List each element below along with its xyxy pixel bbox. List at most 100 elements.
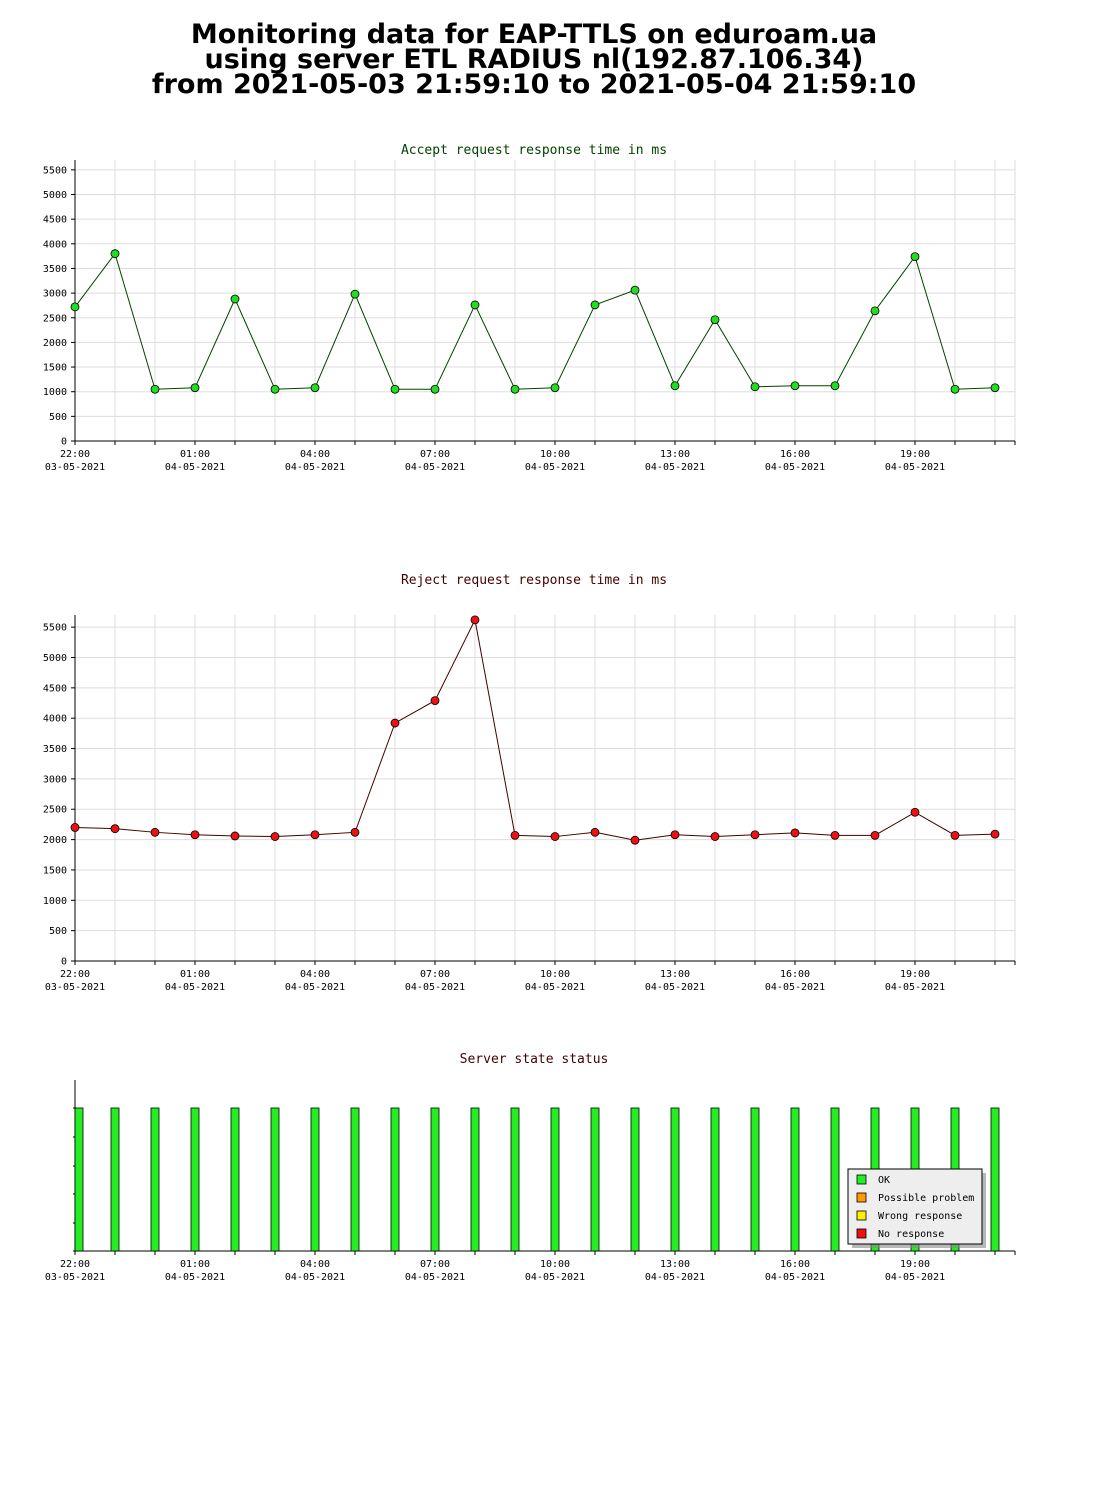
x-tick-label-date: 04-05-2021 [285,982,345,993]
status-bar [750,1107,760,1252]
x-tick-label-time: 07:00 [420,1259,450,1270]
x-tick-label-time: 01:00 [180,449,210,460]
data-point [190,830,200,840]
x-tick-label-time: 22:00 [60,1259,90,1270]
data-point [150,827,160,837]
x-tick-label-date: 04-05-2021 [645,1272,705,1283]
y-tick-label: 2500 [43,805,67,816]
status-bar [510,1107,520,1252]
y-tick-label: 2500 [43,313,67,324]
x-tick-label-date: 04-05-2021 [885,982,945,993]
data-point [270,832,280,841]
x-tick-label-time: 13:00 [660,1259,690,1270]
x-tick-label-time: 13:00 [660,449,690,460]
x-tick-label-date: 04-05-2021 [165,982,225,993]
x-tick-label-date: 04-05-2021 [165,462,225,473]
x-tick-label-time: 10:00 [540,1259,570,1270]
status-bar [230,1107,240,1252]
y-tick-label: 5000 [43,653,67,664]
status-bar [190,1107,200,1252]
data-point [830,830,840,840]
data-point [550,383,560,393]
data-point [710,832,720,841]
x-tick-label-date: 03-05-2021 [45,982,105,993]
legend-label: OK [878,1175,890,1186]
y-tick-label: 2000 [43,835,67,846]
y-tick-label: 0 [61,437,67,448]
data-point [630,285,640,295]
x-tick-label-time: 07:00 [420,449,450,460]
data-point [430,384,440,394]
x-tick-label-time: 10:00 [540,969,570,980]
data-point [150,384,160,394]
status-bar [390,1107,400,1252]
y-tick-label: 0 [61,957,67,968]
legend-label: No response [878,1229,944,1240]
y-tick-label: 4500 [43,215,67,226]
data-point [190,383,200,393]
x-tick-label-time: 10:00 [540,449,570,460]
x-tick-label-time: 04:00 [300,1259,330,1270]
x-tick-label-date: 04-05-2021 [405,1272,465,1283]
x-tick-label-time: 07:00 [420,969,450,980]
x-tick-label-time: 16:00 [780,449,810,460]
y-tick-label: 3000 [43,289,67,300]
status-bar [150,1107,160,1252]
legend: OK Possible problem Wrong response No respo… [847,1168,986,1248]
data-point [790,381,800,391]
chart-title: Reject request response time in ms [401,573,667,588]
x-tick-label-time: 16:00 [780,1259,810,1270]
data-point [310,383,320,393]
legend-label: Wrong response [878,1211,962,1222]
x-tick-label-date: 04-05-2021 [885,462,945,473]
status-bar [310,1107,320,1252]
x-tick-label-date: 04-05-2021 [285,462,345,473]
data-point [950,384,960,394]
series-line [74,618,996,841]
data-point [790,828,800,838]
status-bar [990,1107,1000,1252]
chart-title: Accept request response time in ms [401,143,667,158]
status-bar [270,1107,280,1252]
data-point [70,823,80,832]
data-point [870,306,880,316]
data-point [230,831,240,841]
line-chart-1: Reject request response time in ms 0 500 10… [43,573,1016,993]
status-bar [830,1107,840,1252]
x-tick-label-date: 04-05-2021 [885,1272,945,1283]
y-tick-label: 3000 [43,774,67,785]
status-bar [74,1107,84,1252]
y-tick-label: 1500 [43,865,67,876]
data-point [510,830,520,840]
x-tick-label-date: 04-05-2021 [525,462,585,473]
x-tick-label-date: 04-05-2021 [165,1272,225,1283]
status-bar [110,1107,120,1252]
data-point [990,383,1000,393]
y-tick-label: 500 [49,412,67,423]
x-tick-label-date: 03-05-2021 [45,1272,105,1283]
legend-box [847,1168,983,1245]
data-point [390,718,400,728]
status-bar [630,1107,640,1252]
legend-swatch [856,1174,867,1185]
x-tick-label-date: 04-05-2021 [645,982,705,993]
series-line [74,252,996,390]
data-point [350,289,360,299]
data-point [550,832,560,841]
y-tick-label: 5500 [43,165,67,176]
data-point [750,830,760,840]
data-point [590,300,600,310]
data-point [430,696,440,705]
x-tick-label-date: 04-05-2021 [765,462,825,473]
data-point [230,294,240,304]
status-bar [350,1107,360,1252]
data-point [590,827,600,837]
page-title: Monitoring data for EAP-TTLS on eduroam.… [0,21,1068,98]
x-tick-label-date: 04-05-2021 [285,1272,345,1283]
status-bar [590,1107,600,1252]
data-point [110,249,120,259]
x-tick-label-time: 19:00 [900,449,930,460]
data-point [350,827,360,837]
y-tick-label: 2000 [43,338,67,349]
